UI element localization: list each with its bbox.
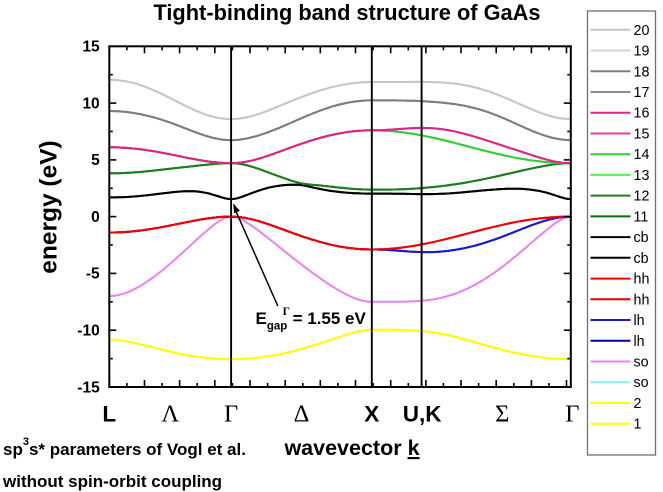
svg-text:Σ: Σ — [495, 401, 509, 428]
svg-text:15: 15 — [634, 127, 650, 143]
svg-text:lh: lh — [634, 334, 645, 350]
svg-text:-10: -10 — [77, 323, 99, 340]
svg-text:Γ: Γ — [565, 401, 579, 428]
svg-text:5: 5 — [91, 152, 100, 169]
svg-text:so: so — [634, 375, 649, 391]
svg-text:L: L — [102, 402, 116, 427]
svg-text:hh: hh — [634, 272, 650, 288]
svg-text:12: 12 — [634, 189, 650, 205]
svg-text:0: 0 — [91, 209, 100, 226]
svg-text:16: 16 — [634, 106, 650, 122]
svg-text:Tight-binding band structure o: Tight-binding band structure of GaAs — [153, 0, 540, 25]
svg-text:-15: -15 — [77, 379, 100, 396]
svg-text:17: 17 — [634, 85, 650, 101]
svg-text:wavevector k: wavevector k — [283, 436, 419, 460]
svg-text:19: 19 — [634, 44, 650, 60]
svg-text:Γ: Γ — [224, 401, 238, 428]
svg-text:-5: -5 — [86, 266, 100, 283]
svg-text:20: 20 — [634, 23, 650, 39]
svg-text:energy (eV): energy (eV) — [36, 140, 63, 273]
svg-text:15: 15 — [82, 39, 100, 56]
svg-text:without spin-orbit coupling: without spin-orbit coupling — [2, 472, 222, 491]
svg-text:Δ: Δ — [294, 401, 310, 428]
svg-text:hh: hh — [634, 292, 650, 308]
svg-text:X: X — [364, 402, 379, 427]
svg-text:sp3s* parameters of Vogl et al: sp3s* parameters of Vogl et al. — [3, 436, 246, 459]
svg-text:11: 11 — [634, 209, 649, 225]
svg-text:U,K: U,K — [403, 402, 443, 427]
svg-text:1: 1 — [634, 417, 642, 433]
svg-text:Λ: Λ — [161, 401, 179, 428]
svg-text:10: 10 — [82, 95, 99, 112]
svg-text:18: 18 — [634, 64, 650, 80]
svg-text:14: 14 — [634, 147, 650, 163]
svg-text:2: 2 — [634, 396, 642, 412]
svg-text:cb: cb — [634, 251, 649, 267]
svg-text:cb: cb — [634, 230, 649, 246]
svg-text:lh: lh — [634, 313, 645, 329]
svg-text:13: 13 — [634, 168, 650, 184]
svg-text:so: so — [634, 355, 649, 371]
